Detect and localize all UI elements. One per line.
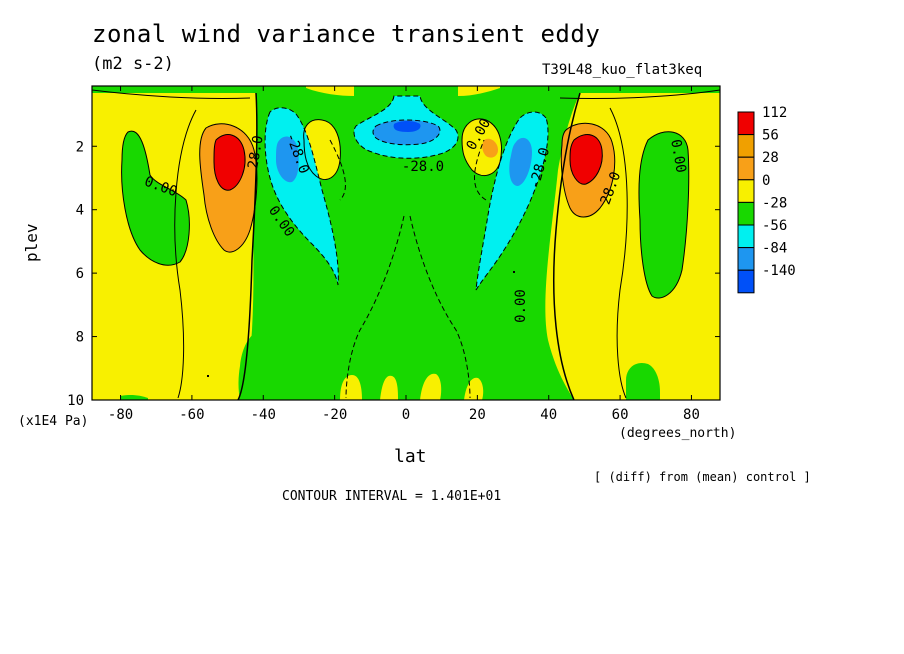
contour-label-group: 0.00 (667, 138, 689, 174)
legend-label: -28 (762, 195, 787, 211)
y-tick-label: 2 (76, 139, 84, 155)
x-tick-label: -40 (251, 407, 276, 423)
contour-interval: CONTOUR INTERVAL = 1.401E+01 (282, 489, 502, 504)
contour-label: -28.0 (402, 159, 444, 175)
x-tick-label: -60 (179, 407, 204, 423)
legend-swatch (737, 201, 755, 226)
legend-label: -56 (762, 218, 787, 234)
diff-note: [ (diff) from (mean) control ] (594, 470, 811, 484)
contour-label: 0.00 (513, 289, 529, 323)
y-axis-unit: (x1E4 Pa) (18, 414, 89, 429)
contour-field (92, 86, 720, 400)
contour-label-group: 28.0 (245, 134, 267, 170)
legend-swatch (737, 179, 755, 203)
y-axis-label: plev (22, 223, 41, 262)
legend-swatch (737, 224, 755, 249)
legend-swatch (737, 247, 755, 271)
contour-label: 0.00 (667, 138, 689, 174)
legend-swatch (737, 269, 755, 294)
contour-label: 28.0 (245, 134, 267, 170)
y-axis: 2 4 6 8 10 (67, 139, 720, 409)
legend-label: -84 (762, 241, 787, 257)
x-tick-label: -20 (322, 407, 347, 423)
y-tick-label: 4 (76, 203, 84, 219)
color-legend: 112 56 28 0 -28 -56 -84 -140 (737, 105, 796, 294)
x-tick-label: 40 (540, 407, 557, 423)
x-axis-label: lat (394, 446, 427, 467)
x-tick-label: -80 (108, 407, 133, 423)
legend-label: 28 (762, 150, 779, 166)
x-axis-unit: (degrees_north) (619, 426, 737, 441)
x-tick-label: 0 (402, 407, 410, 423)
x-axis: -80 -60 -40 -20 0 20 40 60 80 (108, 86, 700, 423)
x-tick-label: 60 (612, 407, 629, 423)
legend-swatch (737, 134, 755, 158)
legend-label: 56 (762, 128, 779, 144)
legend-swatch (737, 156, 755, 181)
legend-swatch (737, 111, 755, 136)
chart-units: (m2 s-2) (92, 54, 174, 74)
contour-label-group: -28.0 (402, 159, 444, 175)
y-tick-label: 10 (67, 393, 84, 409)
legend-label: 112 (762, 105, 787, 121)
x-tick-label: 20 (469, 407, 486, 423)
y-tick-label: 8 (76, 330, 84, 346)
run-name: T39L48_kuo_flat3keq (542, 62, 703, 78)
y-tick-label: 6 (76, 266, 84, 282)
legend-label: 0 (762, 173, 770, 189)
chart-title: zonal wind variance transient eddy (92, 20, 601, 48)
x-tick-label: 80 (683, 407, 700, 423)
contour-label-group: 0.00 (513, 289, 529, 323)
legend-label: -140 (762, 263, 796, 279)
